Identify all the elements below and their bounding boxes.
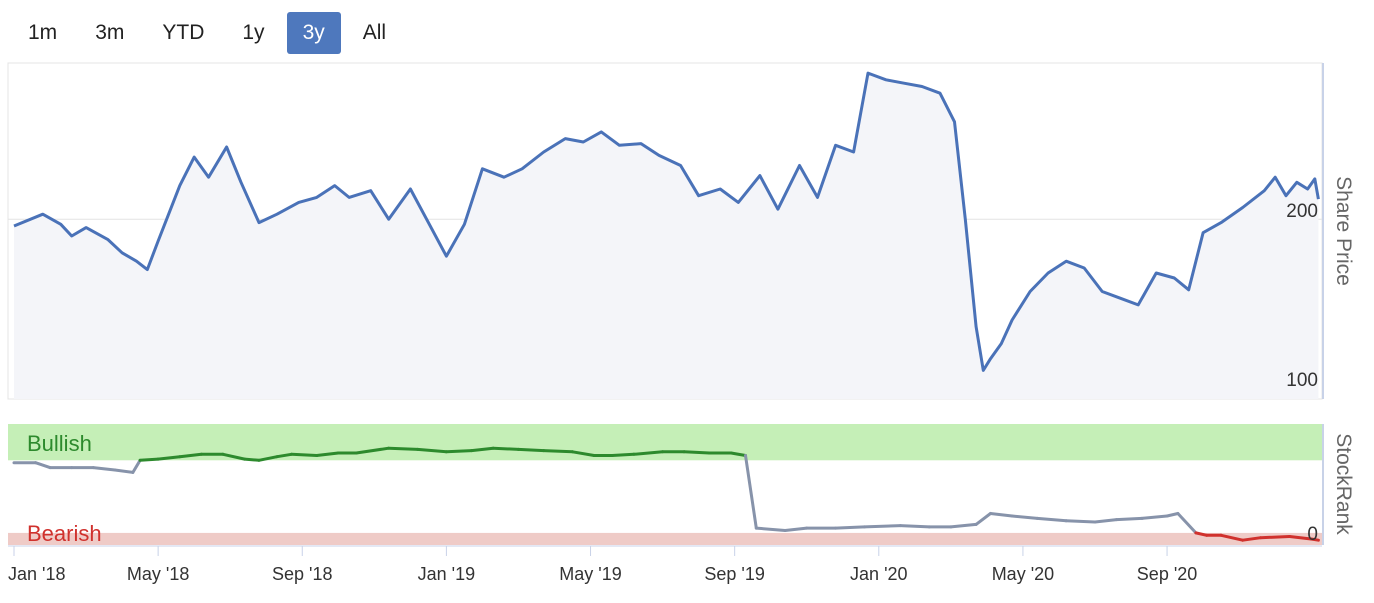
x-tick-label: Sep '19 bbox=[704, 564, 765, 584]
range-button-ytd[interactable]: YTD bbox=[146, 12, 220, 54]
price-y-tick-200: 200 bbox=[1286, 201, 1318, 222]
stockrank-line-segment bbox=[517, 447, 546, 453]
price-y-tick-100: 100 bbox=[1286, 370, 1318, 391]
stockrank-line-segment bbox=[1035, 516, 1068, 523]
x-axis-ticks: Jan '18 May '18 Sep '18 Jan '19 May '19 Sep '… bbox=[8, 546, 1197, 584]
stockrank-line-segment bbox=[729, 451, 747, 457]
stockrank-line-segment bbox=[1219, 533, 1245, 542]
stockrank-line-segment bbox=[243, 457, 261, 462]
stockrank-y-axis-label: StockRank bbox=[1332, 433, 1355, 535]
stockrank-line-segment bbox=[387, 446, 420, 451]
range-button-all[interactable]: All bbox=[347, 12, 402, 54]
bearish-zone bbox=[8, 532, 1322, 545]
range-button-3y[interactable]: 3y bbox=[286, 12, 341, 54]
stockrank-line-segment bbox=[113, 468, 135, 474]
x-tick-label: Jan '18 bbox=[8, 564, 65, 584]
range-selector: 1m 3m YTD 1y 3y All bbox=[12, 12, 408, 56]
stockrank-line-segment bbox=[470, 446, 495, 453]
stockrank-line-segment bbox=[1140, 514, 1169, 520]
stockrank-line-segment bbox=[1194, 531, 1209, 537]
price-y-axis-label: Share Price bbox=[1332, 176, 1355, 286]
stockrank-line-segment bbox=[315, 451, 340, 457]
stockrank-line-segment bbox=[1309, 537, 1320, 542]
stockrank-line-segment bbox=[754, 526, 787, 532]
stockrank-line-segment bbox=[783, 526, 809, 532]
x-tick-label: May '19 bbox=[559, 564, 621, 584]
stockrank-line-segment bbox=[91, 466, 117, 472]
range-button-1m[interactable]: 1m bbox=[12, 12, 73, 54]
stockrank-line-segment bbox=[949, 522, 978, 529]
stockrank-line-segment bbox=[862, 524, 902, 529]
stockrank-line-segment bbox=[682, 450, 711, 455]
stockrank-line-segment bbox=[491, 446, 520, 451]
stockrank-line-segment bbox=[1241, 536, 1263, 542]
stockrank-line-segment bbox=[178, 452, 203, 459]
stockrank-line-segment bbox=[632, 450, 665, 456]
stockrank-line-segment bbox=[1176, 512, 1198, 535]
stockrank-line-group bbox=[12, 446, 1320, 542]
stockrank-line-segment bbox=[744, 454, 758, 530]
stockrank-line-segment bbox=[290, 452, 319, 457]
stockrank-line-segment bbox=[34, 461, 52, 470]
stockrank-line-segment bbox=[221, 452, 247, 461]
stockrank-line-segment bbox=[898, 524, 931, 529]
stockrank-line-segment bbox=[257, 455, 279, 462]
stockrank-line-segment bbox=[1010, 514, 1039, 520]
stockrank-line-segment bbox=[1165, 512, 1180, 518]
price-area-fill bbox=[14, 73, 1319, 399]
bullish-zone-label: Bullish bbox=[27, 431, 92, 456]
stockrank-line-segment bbox=[354, 446, 391, 455]
stockrank-line-segment bbox=[156, 455, 182, 461]
x-tick-label: Jan '19 bbox=[418, 564, 475, 584]
stockrank-line-segment bbox=[138, 457, 160, 462]
stockrank-line-segment bbox=[444, 449, 474, 454]
stockrank-line-segment bbox=[974, 512, 992, 526]
stockrank-line-segment bbox=[275, 452, 293, 459]
stockrank-line-segment bbox=[131, 458, 142, 474]
x-tick-label: Sep '20 bbox=[1137, 564, 1198, 584]
x-tick-label: Sep '18 bbox=[272, 564, 333, 584]
x-tick-label: May '20 bbox=[992, 564, 1054, 584]
stockrank-line-segment bbox=[542, 449, 574, 454]
price-line bbox=[13, 71, 1320, 372]
stockrank-line-segment bbox=[1064, 519, 1097, 524]
stockrank-line-segment bbox=[834, 525, 866, 530]
range-button-1y[interactable]: 1y bbox=[226, 12, 280, 54]
stockrank-line-segment bbox=[1093, 518, 1119, 524]
stockrank-line-segment bbox=[989, 512, 1014, 518]
stockrank-line-segment bbox=[1259, 535, 1292, 540]
stockrank-line-segment bbox=[610, 452, 636, 457]
stockrank-line-segment bbox=[416, 447, 448, 454]
stockrank-line-segment bbox=[1115, 516, 1144, 522]
x-tick-label: May '18 bbox=[127, 564, 189, 584]
range-button-3m[interactable]: 3m bbox=[79, 12, 140, 54]
bearish-zone-label: Bearish bbox=[27, 521, 102, 546]
stockrank-line-segment bbox=[1288, 535, 1313, 541]
stockrank-line-segment bbox=[571, 450, 596, 457]
x-tick-label: Jan '20 bbox=[850, 564, 907, 584]
stockrank-y-tick-0: 0 bbox=[1307, 524, 1318, 545]
